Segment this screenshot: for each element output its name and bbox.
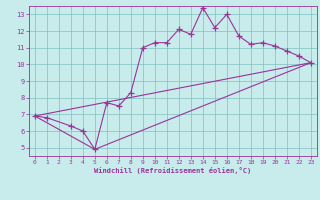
X-axis label: Windchill (Refroidissement éolien,°C): Windchill (Refroidissement éolien,°C) bbox=[94, 167, 252, 174]
